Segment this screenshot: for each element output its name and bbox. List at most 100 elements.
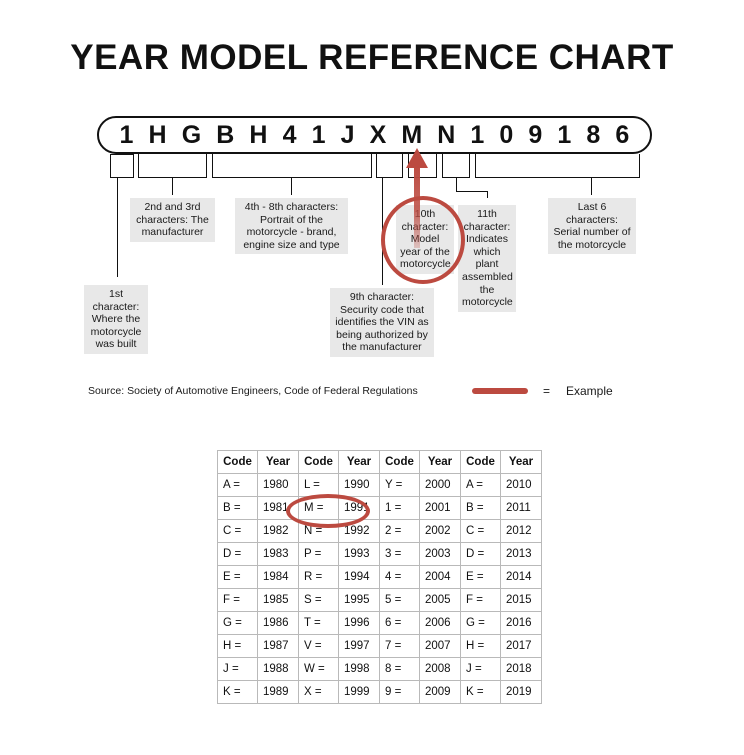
vin-char-2: H: [148, 120, 167, 149]
vin-char-12: 1: [470, 120, 485, 149]
cell-code-9-2: X =: [298, 680, 339, 704]
cell-year-8-1: 1988: [257, 657, 299, 681]
cell-year-0-1: 1980: [257, 473, 299, 497]
cell-year-6-5: 2006: [419, 611, 461, 635]
highlight-circle-10th-character: [381, 196, 465, 284]
cell-code-3-2: P =: [298, 542, 339, 566]
cell-code-9-4: 9 =: [379, 680, 420, 704]
table-header-6: Code: [460, 450, 501, 474]
cell-code-1-0: B =: [217, 496, 258, 520]
leader-48: [291, 177, 292, 195]
callout-last-6-characters: Last 6 characters: Serial number of the …: [548, 198, 636, 255]
bracket-11-right: [469, 154, 470, 178]
cell-code-2-0: C =: [217, 519, 258, 543]
table-row: G = 1986 T = 1996 6 = 2006 G = 2016: [217, 611, 542, 635]
leader-11-b: [456, 191, 488, 192]
bracket-9-right: [402, 154, 403, 178]
leader-last6: [591, 177, 592, 195]
vin-char-11: N: [437, 120, 456, 149]
bracket-1-left: [110, 154, 111, 178]
cell-year-9-5: 2009: [419, 680, 461, 704]
bracket-last6-bottom: [475, 177, 640, 178]
page-title: YEAR MODEL REFERENCE CHART: [70, 38, 674, 77]
cell-year-2-7: 2012: [500, 519, 542, 543]
cell-year-8-5: 2008: [419, 657, 461, 681]
cell-year-0-5: 2000: [419, 473, 461, 497]
cell-code-0-0: A =: [217, 473, 258, 497]
cell-year-6-1: 1986: [257, 611, 299, 635]
table-header-2: Code: [298, 450, 339, 474]
vin-char-4: B: [216, 120, 235, 149]
cell-year-4-7: 2014: [500, 565, 542, 589]
cell-code-4-4: 4 =: [379, 565, 420, 589]
leader-1: [117, 177, 118, 277]
cell-code-7-4: 7 =: [379, 634, 420, 658]
bracket-10-right: [436, 154, 437, 178]
vin-char-1: 1: [119, 120, 134, 149]
table-header-5: Year: [419, 450, 461, 474]
leader-11-a: [456, 177, 457, 192]
cell-code-6-6: G =: [460, 611, 501, 635]
cell-year-6-3: 1996: [338, 611, 380, 635]
cell-year-8-3: 1998: [338, 657, 380, 681]
table-row: A = 1980 L = 1990 Y = 2000 A = 2010: [217, 473, 542, 497]
bracket-1-right: [133, 154, 134, 178]
callout-4th-8th-characters: 4th - 8th characters: Portrait of the mo…: [235, 198, 348, 255]
cell-year-4-3: 1994: [338, 565, 380, 589]
bracket-9-bottom: [376, 177, 403, 178]
callout-1st-character: 1st character: Where the motorcycle was …: [84, 285, 148, 354]
table-row: E = 1984 R = 1994 4 = 2004 E = 2014: [217, 565, 542, 589]
cell-code-4-2: R =: [298, 565, 339, 589]
bracket-48-bottom: [212, 177, 372, 178]
table-row: K = 1989 X = 1999 9 = 2009 K = 2019: [217, 680, 542, 704]
cell-code-4-6: E =: [460, 565, 501, 589]
cell-year-9-7: 2019: [500, 680, 542, 704]
year-code-table: Code Year Code Year Code Year Code Year A = 1980…: [217, 450, 542, 704]
highlight-circle-m-1991: [286, 494, 370, 528]
table-header-3: Year: [338, 450, 380, 474]
cell-code-8-2: W =: [298, 657, 339, 681]
leader-11-c: [487, 191, 488, 198]
vin-char-14: 9: [528, 120, 543, 149]
cell-code-6-0: G =: [217, 611, 258, 635]
vin-char-8: J: [340, 120, 355, 149]
leader-23: [172, 177, 173, 195]
cell-year-7-5: 2007: [419, 634, 461, 658]
cell-code-3-4: 3 =: [379, 542, 420, 566]
cell-code-9-0: K =: [217, 680, 258, 704]
cell-year-2-1: 1982: [257, 519, 299, 543]
callout-2nd-3rd-characters: 2nd and 3rd characters: The manufacturer: [130, 198, 215, 242]
cell-code-6-4: 6 =: [379, 611, 420, 635]
cell-code-3-0: D =: [217, 542, 258, 566]
bracket-1-top: [110, 154, 134, 155]
cell-year-7-7: 2017: [500, 634, 542, 658]
legend-color-swatch: [472, 388, 528, 394]
table-row: J = 1988 W = 1998 8 = 2008 J = 2018: [217, 657, 542, 681]
cell-code-5-6: F =: [460, 588, 501, 612]
table-row: F = 1985 S = 1995 5 = 2005 F = 2015: [217, 588, 542, 612]
bracket-11-left: [442, 154, 443, 178]
table-row: H = 1987 V = 1997 7 = 2007 H = 2017: [217, 634, 542, 658]
vin-char-13: 0: [499, 120, 514, 149]
vin-char-15: 1: [557, 120, 572, 149]
legend-label-example: Example: [566, 384, 613, 398]
cell-year-5-3: 1995: [338, 588, 380, 612]
cell-year-6-7: 2016: [500, 611, 542, 635]
cell-code-6-2: T =: [298, 611, 339, 635]
cell-year-5-7: 2015: [500, 588, 542, 612]
cell-code-8-6: J =: [460, 657, 501, 681]
cell-year-1-7: 2011: [500, 496, 542, 520]
bracket-48-left: [212, 154, 213, 178]
cell-code-8-4: 8 =: [379, 657, 420, 681]
bracket-23-right: [206, 154, 207, 178]
table-row: D = 1983 P = 1993 3 = 2003 D = 2013: [217, 542, 542, 566]
table-header-0: Code: [217, 450, 258, 474]
bracket-1-bottom: [110, 177, 134, 178]
vin-char-9: X: [369, 120, 387, 149]
cell-code-7-6: H =: [460, 634, 501, 658]
cell-code-2-4: 2 =: [379, 519, 420, 543]
vin-char-5: H: [249, 120, 268, 149]
legend-equals-sign: =: [543, 384, 551, 398]
